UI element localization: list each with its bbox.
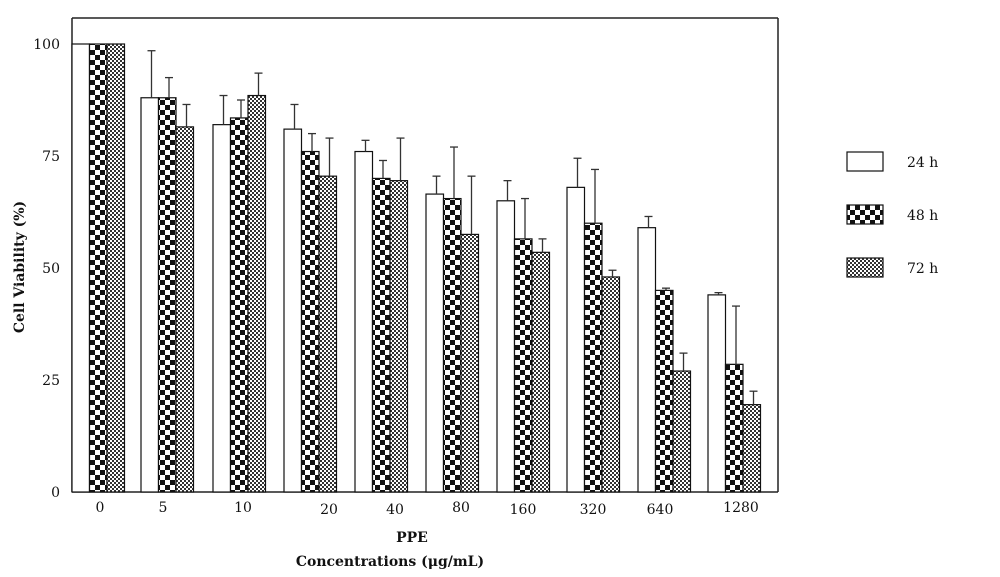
bar-24h-20 xyxy=(283,128,303,493)
legend-label-48h: 48 h xyxy=(907,208,938,224)
bar-24h-640 xyxy=(637,227,657,493)
x-tick-label: 0 xyxy=(96,500,105,516)
bar-48h-80 xyxy=(442,197,462,493)
bar-48h-5 xyxy=(157,97,177,493)
bars-layer xyxy=(71,43,762,493)
x-axis-label-line1: PPE xyxy=(396,530,428,546)
x-axis-label-line2: Concentrations (μg/mL) xyxy=(296,554,484,570)
x-axis: 0 5 10 20 40 80 160 320 640 1280 xyxy=(96,500,759,518)
bar-24h-10 xyxy=(212,124,232,493)
bar-72h-160 xyxy=(531,251,551,493)
bar-48h-40 xyxy=(371,177,391,493)
bar-24h-40 xyxy=(354,150,374,493)
x-tick-label: 10 xyxy=(234,500,252,516)
bar-48h-0 xyxy=(88,43,108,493)
legend-label-24h: 24 h xyxy=(907,155,938,171)
y-axis-label: Cell Viability (%) xyxy=(12,201,28,333)
bar-72h-1280 xyxy=(742,404,762,493)
x-tick-label: 40 xyxy=(386,502,404,518)
x-tick-label: 5 xyxy=(159,500,168,516)
legend: 24 h 48 h 72 h xyxy=(846,151,938,278)
bar-48h-1280 xyxy=(724,363,744,493)
legend-label-72h: 72 h xyxy=(907,261,938,277)
y-tick-label: 50 xyxy=(42,261,60,277)
bar-24h-0 xyxy=(71,43,91,493)
y-tick-label: 25 xyxy=(42,373,60,389)
bar-24h-80 xyxy=(425,193,445,493)
bar-48h-160 xyxy=(513,238,533,493)
bar-48h-640 xyxy=(654,289,674,493)
x-tick-label: 320 xyxy=(580,502,607,518)
bar-24h-1280 xyxy=(707,294,727,493)
bar-72h-10 xyxy=(247,94,267,493)
bar-24h-5 xyxy=(140,97,160,493)
error-bars-layer xyxy=(147,50,758,405)
bar-48h-10 xyxy=(229,117,249,493)
bar-48h-20 xyxy=(300,150,320,493)
bar-72h-40 xyxy=(389,180,409,493)
bar-24h-160 xyxy=(496,200,516,493)
y-axis: 0 25 50 75 100 xyxy=(33,37,60,501)
legend-swatch-72h xyxy=(846,257,884,278)
y-tick-label: 75 xyxy=(42,149,60,165)
bar-48h-320 xyxy=(583,222,603,493)
x-tick-label: 640 xyxy=(647,502,674,518)
y-tick-label: 0 xyxy=(51,485,60,501)
bar-72h-20 xyxy=(318,175,338,493)
bar-24h-320 xyxy=(566,186,586,493)
bar-72h-640 xyxy=(672,370,692,493)
y-tick-label: 100 xyxy=(33,37,60,53)
bar-72h-5 xyxy=(175,126,195,493)
x-tick-label: 160 xyxy=(510,502,537,518)
bar-72h-320 xyxy=(601,276,621,493)
legend-swatch-48h xyxy=(846,204,884,225)
x-tick-label: 20 xyxy=(320,502,338,518)
x-tick-label: 80 xyxy=(452,500,470,516)
x-tick-label: 1280 xyxy=(723,500,759,516)
legend-swatch-24h xyxy=(846,151,884,172)
bar-72h-80 xyxy=(460,233,480,493)
bar-72h-0 xyxy=(106,43,126,493)
